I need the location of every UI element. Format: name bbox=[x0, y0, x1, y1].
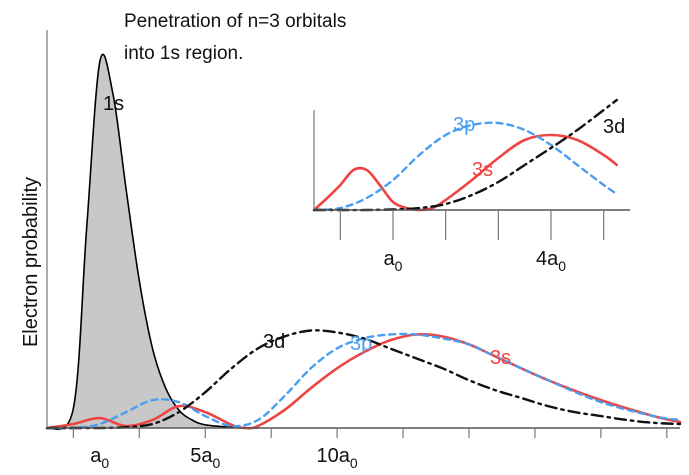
inset-series-label-3p: 3p bbox=[453, 114, 475, 136]
y-axis-label: Electron probability bbox=[20, 177, 42, 347]
x-tick-label: a0 bbox=[90, 445, 109, 471]
chart-subtitle: into 1s region. bbox=[124, 43, 243, 64]
inset-x-tick-label: 4a0 bbox=[536, 248, 566, 274]
x-tick-label: 10a0 bbox=[317, 445, 358, 471]
x-tick-label: 5a0 bbox=[190, 445, 220, 471]
series-label-3s: 3s bbox=[490, 347, 511, 369]
inset-series-label-3d: 3d bbox=[603, 116, 625, 138]
series-label-1s: 1s bbox=[103, 93, 124, 115]
series-label-3d: 3d bbox=[263, 331, 285, 353]
inset-x-tick-label: a0 bbox=[384, 248, 403, 274]
inset-series-label-3s: 3s bbox=[472, 159, 493, 181]
chart-title: Penetration of n=3 orbitals bbox=[124, 11, 346, 32]
series-label-3p: 3p bbox=[350, 333, 372, 355]
